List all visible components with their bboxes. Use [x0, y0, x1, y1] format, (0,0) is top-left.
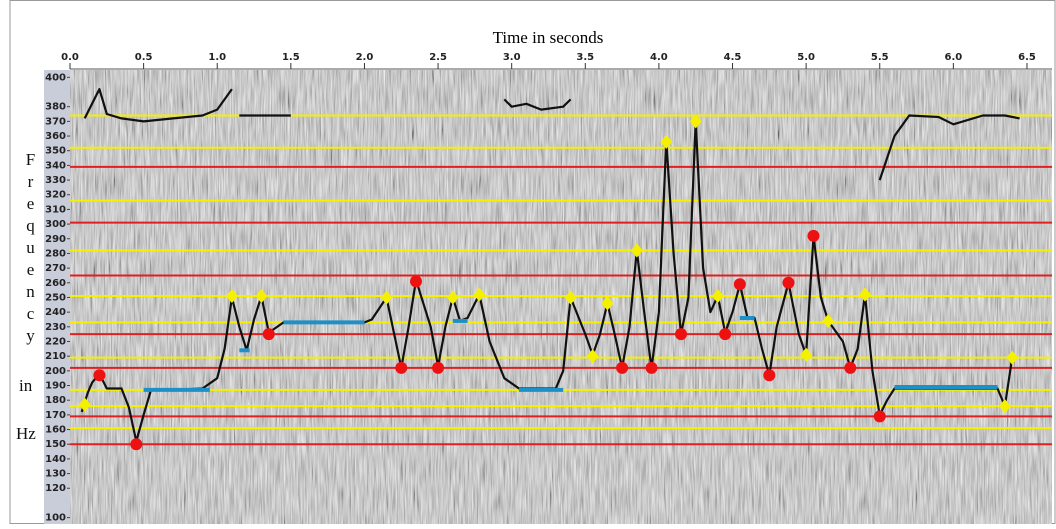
target-point [78, 397, 91, 412]
y-tick-label: 130 [45, 469, 66, 480]
target-point [800, 347, 813, 362]
x-tick-label: 5.0 [797, 52, 815, 63]
x-axis-title: Time in seconds [493, 28, 604, 47]
target-point [733, 278, 746, 291]
y-tick-label: 300 [45, 219, 66, 230]
target-point [262, 328, 275, 341]
x-tick-label: 6.0 [944, 52, 962, 63]
target-point [630, 243, 643, 258]
x-tick-label: 1.5 [282, 52, 300, 63]
target-point [674, 328, 687, 341]
y-tick-label: 370 [45, 116, 66, 127]
target-point [711, 289, 724, 303]
y-tick-label: 170 [45, 410, 66, 421]
x-tick-label: 3.0 [503, 52, 521, 63]
target-point [564, 290, 577, 305]
x-tick-label: 4.0 [650, 52, 668, 63]
y-tick-label: 400 [45, 72, 66, 83]
x-tick-label: 6.5 [1018, 52, 1036, 63]
y-tick-label: 220 [45, 336, 66, 347]
target-point [432, 361, 445, 374]
y-axis-title: Hz [16, 424, 36, 443]
target-point [689, 114, 702, 129]
target-point [822, 313, 835, 328]
x-tick-label: 3.5 [576, 52, 594, 63]
y-tick-label: 380 [45, 102, 66, 113]
target-point [660, 134, 673, 149]
target-point [395, 361, 408, 374]
x-tick-label: 0.5 [135, 52, 153, 63]
y-tick-label: 240 [45, 307, 66, 318]
y-tick-label: 140 [45, 454, 66, 465]
y-tick-label: 270 [45, 263, 66, 274]
x-tick-label: 4.5 [724, 52, 742, 63]
y-tick-label: 330 [45, 175, 66, 186]
y-tick-label: 250 [45, 292, 66, 303]
y-tick-label: 260 [45, 278, 66, 289]
y-tick-label: 100 [45, 513, 66, 524]
x-tick-label: 0.0 [61, 52, 79, 63]
target-point [130, 438, 143, 451]
target-point [859, 287, 872, 302]
y-tick-label: 350 [45, 146, 66, 157]
y-tick-label: 360 [45, 131, 66, 142]
target-point [409, 275, 422, 288]
x-tick-label: 5.5 [871, 52, 889, 63]
target-point [807, 229, 820, 242]
target-point [998, 399, 1011, 414]
target-point [93, 369, 106, 382]
target-point [225, 289, 238, 303]
target-point [844, 361, 857, 374]
y-axis-title: in [19, 376, 33, 395]
y-tick-label: 200 [45, 366, 66, 377]
x-tick-label: 1.0 [208, 52, 226, 63]
y-tick-label: 310 [45, 204, 66, 215]
target-point [645, 361, 658, 374]
target-point [601, 296, 614, 311]
target-point [616, 361, 629, 374]
target-point [782, 276, 795, 289]
target-point [446, 290, 459, 305]
target-point [763, 369, 776, 382]
pitch-trace [80, 88, 1020, 443]
x-tick-label: 2.0 [356, 52, 374, 63]
y-tick-label: 120 [45, 483, 66, 494]
x-tick-label: 2.5 [429, 52, 447, 63]
target-point [1006, 350, 1019, 365]
y-tick-label: 230 [45, 322, 66, 333]
target-point [719, 328, 732, 341]
y-tick-label: 210 [45, 351, 66, 362]
y-axis-strip [44, 70, 70, 524]
target-point [473, 287, 486, 302]
y-axis-title: Frequency [21, 150, 40, 348]
target-point [873, 410, 886, 423]
y-tick-label: 290 [45, 234, 66, 245]
target-point [380, 290, 393, 305]
target-point [586, 349, 599, 364]
y-tick-label: 280 [45, 248, 66, 259]
target-point [255, 289, 268, 303]
y-tick-label: 320 [45, 190, 66, 201]
y-tick-label: 160 [45, 425, 66, 436]
y-tick-label: 150 [45, 439, 66, 450]
y-tick-label: 180 [45, 395, 66, 406]
y-tick-label: 340 [45, 160, 66, 171]
y-tick-label: 190 [45, 381, 66, 392]
